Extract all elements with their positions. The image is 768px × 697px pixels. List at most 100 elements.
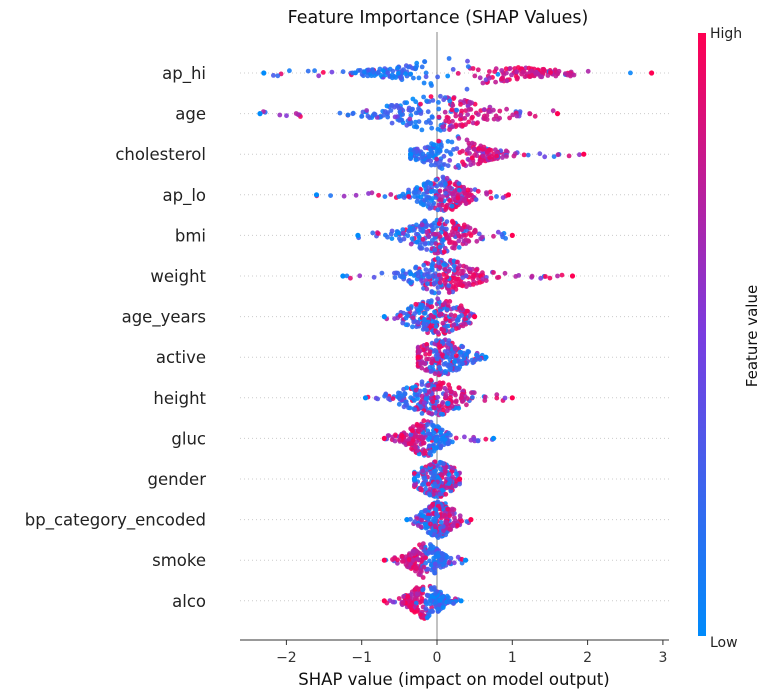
shap-point xyxy=(408,432,414,437)
shap-point xyxy=(401,594,406,599)
shap-point xyxy=(413,265,418,271)
shap-point xyxy=(422,316,427,322)
shap-point xyxy=(418,524,424,530)
shap-point xyxy=(428,189,434,195)
shap-point xyxy=(446,290,452,295)
shap-point xyxy=(444,274,450,280)
shap-point xyxy=(435,606,441,612)
shap-point xyxy=(461,321,467,326)
shap-point xyxy=(424,247,430,252)
shap-point xyxy=(453,435,459,441)
shap-point xyxy=(494,392,500,398)
shap-point xyxy=(459,268,464,274)
shap-point xyxy=(443,181,448,187)
shap-point xyxy=(551,154,557,160)
shap-point xyxy=(397,109,403,115)
shap-point xyxy=(486,108,492,114)
shap-point xyxy=(435,285,441,290)
shap-point xyxy=(516,273,522,278)
shap-point xyxy=(401,274,406,279)
shap-point xyxy=(502,270,508,276)
shap-point xyxy=(470,395,475,400)
shap-point xyxy=(428,313,434,318)
shap-point xyxy=(522,74,528,80)
shap-point xyxy=(441,328,447,333)
shap-point xyxy=(353,70,358,76)
shap-point xyxy=(320,70,326,75)
shap-point xyxy=(493,113,499,119)
shap-point xyxy=(344,273,350,279)
shap-point xyxy=(548,70,553,75)
shap-point xyxy=(449,506,455,512)
shap-point xyxy=(375,396,381,402)
shap-point xyxy=(437,221,442,227)
shap-point xyxy=(436,106,442,112)
shap-point xyxy=(386,396,391,402)
shap-point xyxy=(485,149,490,155)
shap-point xyxy=(459,518,464,524)
shap-point xyxy=(403,399,409,405)
shap-point xyxy=(452,346,458,351)
colorbar xyxy=(698,33,706,636)
shap-point-extreme xyxy=(457,476,463,482)
shap-point xyxy=(403,554,409,560)
shap-point xyxy=(412,407,418,412)
shap-point xyxy=(400,268,406,274)
shap-point xyxy=(475,188,481,194)
shap-point xyxy=(556,68,562,74)
shap-point xyxy=(459,395,464,400)
shap-point xyxy=(436,100,441,105)
shap-point xyxy=(416,427,422,433)
shap-point xyxy=(364,108,369,113)
shap-point xyxy=(392,114,398,120)
shap-point xyxy=(442,281,448,286)
shap-point xyxy=(451,220,456,226)
shap-point xyxy=(413,110,419,116)
shap-point xyxy=(395,230,401,236)
feature-label-alco: alco xyxy=(172,592,206,611)
shap-point xyxy=(438,520,444,525)
shap-point xyxy=(419,393,425,399)
shap-point xyxy=(428,162,434,168)
shap-point xyxy=(459,305,465,311)
shap-point xyxy=(542,154,548,160)
shap-point-extreme xyxy=(509,395,515,401)
shap-point xyxy=(350,111,356,117)
shap-point xyxy=(455,259,460,265)
feature-row-cholesterol xyxy=(408,134,587,172)
shap-point xyxy=(422,311,427,316)
shap-point xyxy=(458,102,463,107)
shap-point xyxy=(456,136,462,141)
shap-point xyxy=(441,97,447,103)
shap-point xyxy=(427,492,433,498)
shap-point xyxy=(451,560,457,566)
shap-point xyxy=(423,599,429,605)
shap-point xyxy=(411,557,416,563)
shap-point xyxy=(316,73,322,79)
shap-point xyxy=(432,591,438,597)
shap-point xyxy=(450,67,456,72)
shap-point xyxy=(448,366,454,371)
shap-point xyxy=(465,187,471,193)
shap-point xyxy=(435,503,441,509)
shap-point xyxy=(525,152,531,158)
shap-point xyxy=(454,107,460,113)
shap-point xyxy=(421,321,426,327)
shap-point xyxy=(432,247,438,253)
shap-point xyxy=(367,115,372,121)
shap-point xyxy=(408,280,413,286)
feature-label-gender: gender xyxy=(148,470,207,489)
shap-point xyxy=(476,146,481,152)
shap-point xyxy=(438,182,444,188)
shap-point xyxy=(419,379,425,385)
shap-point xyxy=(429,323,435,329)
shap-point xyxy=(424,306,430,312)
shap-point xyxy=(426,154,432,160)
shap-point xyxy=(430,261,436,267)
shap-point xyxy=(414,421,420,427)
feature-row-weight xyxy=(340,256,576,296)
shap-point xyxy=(437,532,443,537)
shap-point xyxy=(446,599,452,605)
shap-point xyxy=(448,312,454,318)
